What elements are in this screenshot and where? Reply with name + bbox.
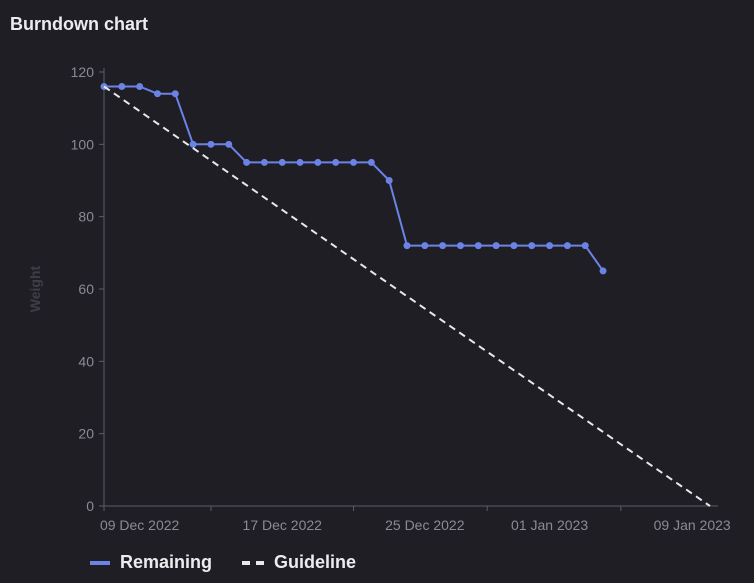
data-point-remaining bbox=[207, 140, 215, 148]
series-line-guideline bbox=[103, 85, 711, 507]
x-tick-label: 17 Dec 2022 bbox=[243, 517, 323, 533]
y-tick-label: 120 bbox=[71, 64, 95, 80]
legend-label-guideline: Guideline bbox=[274, 552, 357, 572]
data-point-remaining bbox=[171, 90, 179, 98]
data-point-remaining bbox=[546, 242, 554, 250]
y-tick-label: 80 bbox=[78, 209, 94, 225]
legend-label-remaining: Remaining bbox=[120, 552, 213, 572]
x-tick-label: 01 Jan 2023 bbox=[511, 517, 588, 533]
data-point-remaining bbox=[385, 177, 393, 184]
chart-title: Burndown chart bbox=[10, 14, 148, 34]
data-point-remaining bbox=[528, 242, 536, 250]
data-point-remaining bbox=[599, 267, 607, 275]
data-point-remaining bbox=[153, 90, 161, 98]
data-point-remaining bbox=[136, 82, 144, 90]
data-point-remaining bbox=[243, 158, 251, 166]
y-tick-label: 60 bbox=[78, 281, 94, 297]
data-point-remaining bbox=[563, 242, 571, 250]
data-point-remaining bbox=[118, 82, 126, 90]
series-line-remaining bbox=[104, 85, 604, 272]
data-point-remaining bbox=[439, 242, 447, 250]
y-tick-label: 100 bbox=[71, 136, 95, 152]
legend-item-remaining[interactable]: Remaining bbox=[90, 552, 212, 573]
data-point-remaining bbox=[314, 158, 322, 166]
data-point-remaining bbox=[510, 242, 518, 250]
x-tick-label: 09 Dec 2022 bbox=[100, 517, 180, 533]
data-point-remaining bbox=[456, 242, 464, 250]
x-tick-label: 09 Jan 2023 bbox=[654, 517, 731, 533]
y-tick-label: 40 bbox=[78, 353, 94, 369]
data-point-remaining bbox=[474, 242, 482, 250]
data-point-remaining bbox=[421, 242, 429, 250]
chart-legend: Remaining Guideline bbox=[90, 552, 356, 573]
legend-swatch-guideline bbox=[242, 560, 265, 565]
data-point-remaining bbox=[581, 242, 589, 250]
legend-item-guideline[interactable]: Guideline bbox=[242, 552, 356, 573]
data-point-remaining bbox=[350, 158, 358, 166]
data-point-remaining bbox=[296, 158, 304, 166]
data-point-remaining bbox=[492, 242, 500, 250]
data-point-remaining bbox=[260, 158, 268, 166]
data-point-remaining bbox=[332, 158, 340, 166]
y-tick-label: 0 bbox=[86, 498, 94, 514]
y-tick-label: 20 bbox=[78, 426, 94, 442]
data-point-remaining bbox=[189, 140, 197, 148]
data-point-remaining bbox=[367, 158, 375, 166]
y-axis-title: Weight bbox=[27, 265, 43, 312]
legend-swatch-remaining bbox=[90, 560, 110, 565]
data-point-remaining bbox=[403, 242, 411, 250]
data-point-remaining bbox=[278, 158, 286, 166]
x-tick-label: 25 Dec 2022 bbox=[385, 517, 465, 533]
data-point-remaining bbox=[225, 140, 233, 148]
